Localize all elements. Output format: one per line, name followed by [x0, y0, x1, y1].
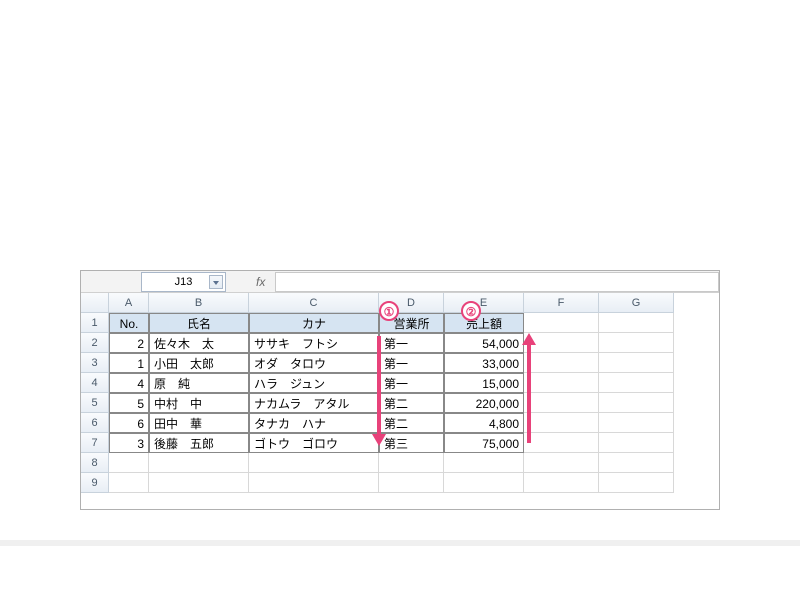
cell-empty[interactable]	[599, 433, 674, 453]
annotation-circle-2: ②	[461, 301, 481, 321]
col-header-E[interactable]: E	[444, 293, 524, 313]
annotation-arrow-down-icon	[377, 336, 381, 436]
cell-kana[interactable]: ゴトウ ゴロウ	[249, 433, 379, 453]
cell-empty[interactable]	[524, 433, 599, 453]
cell-empty[interactable]	[524, 473, 599, 493]
row-header[interactable]: 7	[81, 433, 109, 453]
cell-empty[interactable]	[149, 453, 249, 473]
cell-no[interactable]: 1	[109, 353, 149, 373]
cell-amount[interactable]: 15,000	[444, 373, 524, 393]
cell-no[interactable]: 2	[109, 333, 149, 353]
cell-empty[interactable]	[599, 313, 674, 333]
cell-empty[interactable]	[109, 473, 149, 493]
cell-amount[interactable]: 54,000	[444, 333, 524, 353]
name-box-value: J13	[175, 276, 193, 288]
cell-empty[interactable]	[599, 393, 674, 413]
cell-empty[interactable]	[444, 473, 524, 493]
cell-name[interactable]: 中村 中	[149, 393, 249, 413]
cell-empty[interactable]	[524, 413, 599, 433]
formula-bar-row: J13 fx	[81, 271, 719, 293]
row-header[interactable]: 8	[81, 453, 109, 473]
cell-empty[interactable]	[379, 473, 444, 493]
cell-kana[interactable]: オダ タロウ	[249, 353, 379, 373]
cell-kana[interactable]: タナカ ハナ	[249, 413, 379, 433]
cell-empty[interactable]	[249, 473, 379, 493]
annotation-circle-1: ①	[379, 301, 399, 321]
spreadsheet-grid: A B C D E F G 1 No. 氏名 カナ 営業所 売上額 2 2 佐々…	[81, 293, 719, 493]
cell-amount[interactable]: 75,000	[444, 433, 524, 453]
cell-empty[interactable]	[524, 313, 599, 333]
cell-office[interactable]: 第一	[379, 353, 444, 373]
excel-frame: J13 fx A B C D E F G 1 No. 氏名 カナ 営業所 売上額	[80, 270, 720, 510]
col-header-B[interactable]: B	[149, 293, 249, 313]
cell-office[interactable]: 第二	[379, 413, 444, 433]
name-box[interactable]: J13	[141, 272, 226, 292]
bottom-decor-bar	[0, 540, 800, 546]
cell-no[interactable]: 4	[109, 373, 149, 393]
cell-name[interactable]: 原 純	[149, 373, 249, 393]
cell-name[interactable]: 佐々木 太	[149, 333, 249, 353]
cell-office[interactable]: 第三	[379, 433, 444, 453]
cell-empty[interactable]	[524, 393, 599, 413]
cell-no[interactable]: 6	[109, 413, 149, 433]
row-header[interactable]: 1	[81, 313, 109, 333]
cell-header-name[interactable]: 氏名	[149, 313, 249, 333]
cell-no[interactable]: 5	[109, 393, 149, 413]
cell-header-no[interactable]: No.	[109, 313, 149, 333]
cell-kana[interactable]: ササキ フトシ	[249, 333, 379, 353]
cell-empty[interactable]	[149, 473, 249, 493]
cell-empty[interactable]	[599, 333, 674, 353]
cell-empty[interactable]	[599, 473, 674, 493]
row-header[interactable]: 4	[81, 373, 109, 393]
cell-name[interactable]: 後藤 五郎	[149, 433, 249, 453]
cell-empty[interactable]	[109, 453, 149, 473]
cell-amount[interactable]: 4,800	[444, 413, 524, 433]
cell-amount[interactable]: 220,000	[444, 393, 524, 413]
cell-amount[interactable]: 33,000	[444, 353, 524, 373]
canvas: J13 fx A B C D E F G 1 No. 氏名 カナ 営業所 売上額	[0, 0, 800, 600]
annotation-arrow-up-icon	[527, 343, 531, 443]
cell-empty[interactable]	[524, 353, 599, 373]
col-header-F[interactable]: F	[524, 293, 599, 313]
cell-name[interactable]: 小田 太郎	[149, 353, 249, 373]
cell-header-kana[interactable]: カナ	[249, 313, 379, 333]
cell-empty[interactable]	[524, 373, 599, 393]
row-header[interactable]: 3	[81, 353, 109, 373]
cell-empty[interactable]	[599, 373, 674, 393]
cell-empty[interactable]	[444, 453, 524, 473]
fx-icon[interactable]: fx	[256, 275, 265, 289]
cell-empty[interactable]	[599, 353, 674, 373]
cell-office[interactable]: 第二	[379, 393, 444, 413]
cell-empty[interactable]	[599, 413, 674, 433]
select-all-corner[interactable]	[81, 293, 109, 313]
cell-office[interactable]: 第一	[379, 373, 444, 393]
cell-empty[interactable]	[249, 453, 379, 473]
cell-empty[interactable]	[599, 453, 674, 473]
row-header[interactable]: 5	[81, 393, 109, 413]
cell-empty[interactable]	[524, 453, 599, 473]
col-header-C[interactable]: C	[249, 293, 379, 313]
cell-header-amount[interactable]: 売上額	[444, 313, 524, 333]
cell-name[interactable]: 田中 華	[149, 413, 249, 433]
col-header-G[interactable]: G	[599, 293, 674, 313]
row-header[interactable]: 2	[81, 333, 109, 353]
row-header[interactable]: 6	[81, 413, 109, 433]
col-header-A[interactable]: A	[109, 293, 149, 313]
cell-empty[interactable]	[379, 453, 444, 473]
formula-bar[interactable]	[275, 272, 719, 292]
cell-office[interactable]: 第一	[379, 333, 444, 353]
cell-no[interactable]: 3	[109, 433, 149, 453]
row-header[interactable]: 9	[81, 473, 109, 493]
name-box-dropdown-icon[interactable]	[209, 275, 223, 289]
cell-kana[interactable]: ハラ ジュン	[249, 373, 379, 393]
cell-kana[interactable]: ナカムラ アタル	[249, 393, 379, 413]
